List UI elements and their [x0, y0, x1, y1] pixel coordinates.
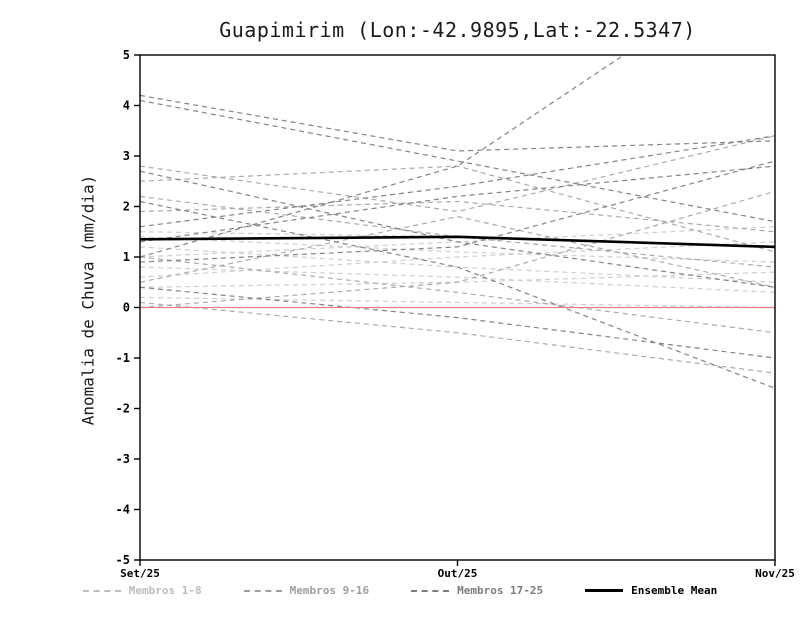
member-line-membro-20 [140, 200, 775, 389]
member-line-membro-25 [140, 135, 775, 228]
y-tick-label: -3 [116, 452, 130, 466]
member-line-membro-6 [140, 271, 775, 288]
legend: Membros 1-8 Membros 9-16 Membros 17-25 E… [0, 584, 800, 597]
legend-line-members-17-25-icon [411, 589, 450, 592]
y-tick-label: 0 [123, 301, 130, 315]
member-line-membro-10 [140, 200, 775, 233]
ensemble-mean-line [140, 235, 775, 249]
y-tick-label: -5 [116, 553, 130, 567]
member-line-membro-19 [140, 55, 625, 258]
x-tick-label: Out/25 [438, 567, 478, 580]
member-line-membro-18 [140, 94, 775, 152]
legend-item-members-9-16: Membros 9-16 [243, 584, 370, 597]
member-line-membro-16 [140, 190, 775, 309]
series-layer [140, 55, 775, 389]
chart-title: Guapimirim (Lon:-42.9895,Lat:-22.5347) [219, 18, 696, 42]
legend-line-members-1-8-icon [82, 589, 121, 592]
y-tick-label: 4 [123, 99, 130, 113]
legend-item-ensemble-mean: Ensemble Mean [585, 584, 717, 597]
member-line-membro-15 [140, 165, 775, 253]
member-line-membro-23 [140, 170, 775, 288]
member-line-membro-24 [140, 286, 775, 359]
member-line-membro-9 [140, 195, 775, 268]
legend-label-members-1-8: Membros 1-8 [128, 584, 202, 597]
member-line-membro-7 [140, 296, 775, 309]
y-tick-label: -2 [116, 402, 130, 416]
legend-item-members-1-8: Membros 1-8 [82, 584, 202, 597]
member-line-membro-13 [140, 215, 775, 288]
member-line-membro-17 [140, 99, 775, 223]
member-line-membro-1 [140, 236, 775, 263]
member-line-membro-21 [140, 160, 775, 263]
member-line-membro-11 [140, 301, 775, 374]
member-line-membro-5 [140, 241, 775, 278]
y-tick-label: -4 [116, 503, 130, 517]
x-tick-label: Set/25 [120, 567, 160, 580]
member-line-membro-14 [140, 256, 775, 334]
x-tick-label: Nov/25 [755, 567, 795, 580]
member-line-membro-4 [140, 266, 775, 293]
y-tick-label: -1 [116, 351, 130, 365]
legend-label-members-17-25: Membros 17-25 [457, 584, 544, 597]
legend-line-ensemble-mean-icon [585, 589, 624, 592]
legend-line-members-9-16-icon [243, 589, 282, 592]
legend-label-ensemble-mean: Ensemble Mean [631, 584, 718, 597]
y-tick-label: 2 [123, 200, 130, 214]
y-tick-label: 3 [123, 149, 130, 163]
legend-item-members-17-25: Membros 17-25 [411, 584, 543, 597]
y-tick-label: 5 [123, 48, 130, 62]
legend-label-members-9-16: Membros 9-16 [289, 584, 370, 597]
member-line-membro-22 [140, 165, 775, 243]
member-line-membro-12 [140, 135, 775, 213]
y-tick-label: 1 [123, 250, 130, 264]
